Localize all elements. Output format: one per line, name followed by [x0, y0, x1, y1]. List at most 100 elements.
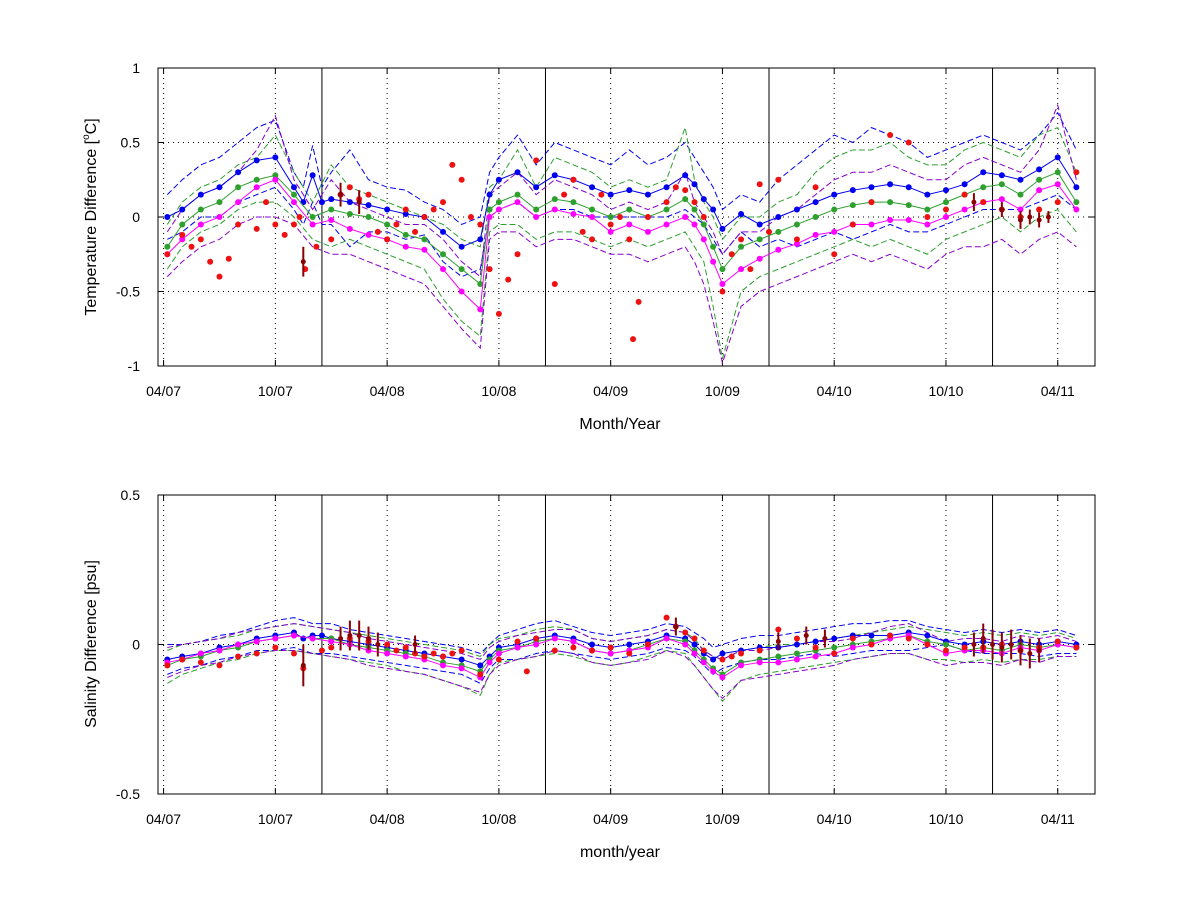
temperature-point-1-31	[700, 221, 707, 228]
temperature-x-tick-label-3: 10/08	[481, 383, 516, 399]
salinity-point-2-9	[328, 638, 335, 645]
temperature-point-3-39	[561, 191, 568, 198]
salinity-point-3-31	[626, 650, 633, 657]
temperature-point-1-49	[1017, 191, 1024, 198]
temperature-point-0-27	[607, 191, 614, 198]
temperature-point-2-5	[253, 184, 260, 191]
temperature-point-3-3	[197, 236, 204, 243]
temperature-point-3-25	[412, 228, 419, 235]
temperature-point-0-54	[1073, 184, 1080, 191]
salinity-point-3-21	[458, 647, 465, 654]
temperature-point-0-52	[1036, 166, 1043, 173]
temperature-point-0-8	[300, 199, 307, 206]
temperature-point-2-17	[477, 306, 484, 313]
temperature-point-3-51	[672, 184, 679, 191]
temperature-point-1-15	[440, 251, 447, 258]
temperature-x-tick-label-5: 10/09	[705, 383, 740, 399]
temperature-point-1-47	[980, 184, 987, 191]
temperature-point-2-19	[495, 206, 502, 213]
salinity-point-2-12	[384, 650, 391, 657]
salinity-point-3-4	[235, 653, 242, 660]
salinity-point-2-34	[738, 662, 745, 669]
temperature-point-0-34	[710, 206, 717, 213]
salinity-point-2-19	[495, 650, 502, 657]
temperature-point-1-35	[756, 236, 763, 243]
temperature-point-0-20	[486, 191, 493, 198]
salinity-x-tick-label-7: 10/10	[928, 811, 963, 827]
temperature-point-0-43	[868, 184, 875, 191]
salinity-point-3-13	[384, 641, 391, 648]
temperature-errorbar-point-4	[999, 207, 1005, 213]
temperature-point-3-54	[700, 214, 707, 220]
temperature-point-3-66	[868, 199, 875, 206]
salinity-point-3-17	[421, 653, 428, 660]
temperature-point-0-37	[756, 221, 763, 228]
salinity-errorbar-point-13	[990, 642, 996, 647]
salinity-point-2-2	[197, 650, 204, 657]
salinity-point-2-35	[756, 659, 763, 666]
temperature-point-0-24	[551, 172, 558, 179]
temperature-y-tick-label-1: -0.5	[116, 284, 140, 300]
temperature-point-1-10	[346, 211, 353, 218]
salinity-point-3-45	[831, 650, 838, 657]
salinity-x-tick-label-6: 04/10	[817, 811, 852, 827]
temperature-x-tick-label-1: 10/07	[258, 383, 293, 399]
temperature-point-3-68	[905, 139, 912, 146]
temperature-point-0-39	[793, 206, 800, 213]
temperature-point-0-3	[216, 184, 223, 191]
temperature-point-0-23	[533, 184, 540, 191]
temperature-point-3-1	[179, 231, 186, 238]
temperature-point-3-72	[980, 199, 987, 206]
salinity-point-2-33	[719, 674, 726, 681]
salinity-y-tick-label-1: 0	[132, 637, 140, 653]
salinity-errorbar-point-8	[775, 639, 781, 645]
salinity-errorbar-point-5	[375, 642, 381, 647]
temperature-point-2-35	[756, 255, 763, 262]
salinity-point-1-39	[831, 644, 838, 651]
temperature-point-3-64	[831, 251, 838, 258]
temperature-point-1-23	[570, 199, 577, 206]
temperature-point-1-4	[235, 184, 242, 191]
salinity-point-2-5	[253, 638, 260, 645]
salinity-point-2-25	[607, 650, 614, 657]
salinity-errorbar-point-6	[412, 642, 418, 647]
temperature-point-3-52	[682, 187, 689, 194]
temperature-point-3-45	[616, 214, 623, 220]
temperature-point-2-37	[793, 240, 800, 247]
salinity-point-2-21	[533, 641, 540, 648]
temperature-point-3-62	[793, 236, 800, 243]
temperature-point-0-29	[644, 191, 651, 198]
temperature-point-1-12	[384, 221, 391, 228]
salinity-point-0-41	[831, 635, 838, 642]
temperature-point-1-7	[290, 191, 297, 198]
salinity-x-tick-label-3: 10/08	[481, 811, 516, 827]
salinity-point-2-8	[309, 635, 316, 642]
temperature-point-0-46	[924, 191, 931, 198]
temperature-point-2-25	[607, 228, 614, 235]
temperature-point-0-45	[905, 184, 912, 191]
temperature-y-tick-label-0: -1	[128, 358, 141, 374]
temperature-point-2-46	[961, 206, 968, 213]
salinity-y-axis-label: Salinity Difference [psu]	[83, 560, 100, 728]
salinity-point-3-49	[905, 635, 912, 642]
temperature-series-1	[164, 169, 1080, 288]
temperature-point-1-37	[793, 221, 800, 228]
salinity-point-2-3	[216, 647, 223, 654]
salinity-point-3-48	[887, 632, 894, 639]
temperature-point-2-22	[551, 206, 558, 213]
temperature-point-3-6	[225, 255, 232, 262]
temperature-y-label-prefix: Temperature Difference [	[83, 139, 100, 315]
temperature-point-1-43	[905, 202, 912, 209]
temperature-point-1-1	[179, 221, 186, 228]
salinity-point-3-50	[924, 641, 931, 648]
salinity-point-3-15	[402, 644, 409, 651]
temperature-point-2-39	[831, 228, 838, 235]
salinity-point-0-18	[458, 656, 465, 663]
temperature-x-tick-label-6: 04/10	[817, 383, 852, 399]
temperature-y-tick-label-4: 1	[132, 60, 140, 76]
salinity-point-3-14	[393, 647, 400, 654]
salinity-point-2-40	[849, 644, 856, 651]
temperature-point-3-70	[942, 206, 949, 213]
temperature-x-tick-label-8: 04/11	[1041, 383, 1075, 399]
salinity-point-3-44	[812, 644, 819, 651]
